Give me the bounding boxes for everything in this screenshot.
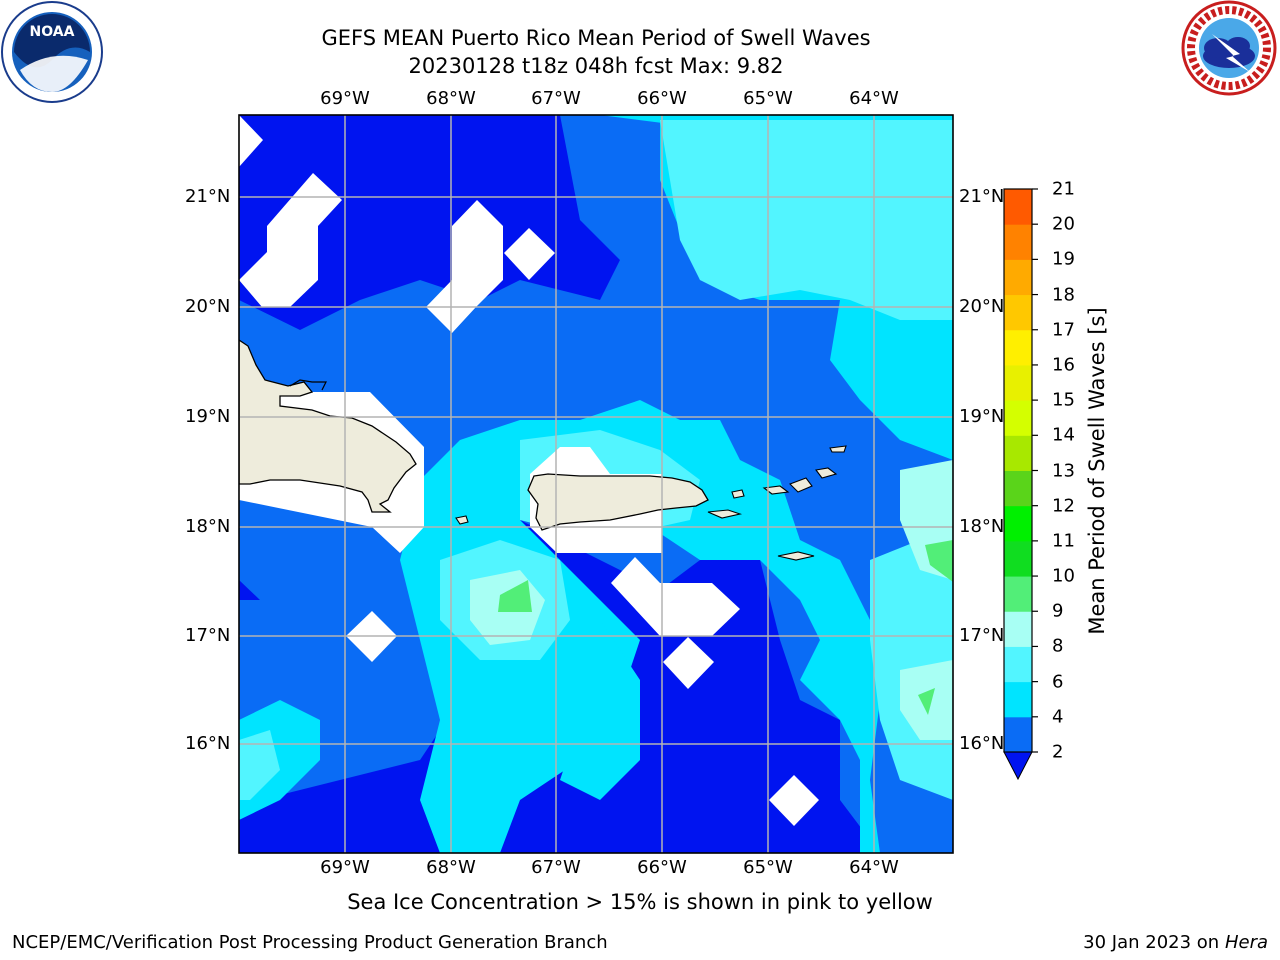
colorbar-tick-label: 10 [1052,565,1075,587]
colorbar-tick-label: 4 [1052,706,1064,728]
lon-label-bottom: 65°W [743,857,793,878]
lon-label-top: 68°W [426,88,476,109]
colorbar-tick-label: 16 [1052,354,1075,376]
lat-label-right: 16°N [959,733,1005,754]
colorbar-title: Mean Period of Swell Waves [s] [1085,307,1109,635]
sea-ice-note: Sea Ice Concentration > 15% is shown in … [347,890,933,914]
field-band-light-cyan [660,120,953,320]
colorbar-tick-label: 15 [1052,389,1075,411]
hispaniola-land [239,339,417,513]
colorbar-tick-label: 20 [1052,213,1075,235]
lat-label-left: 17°N [185,625,231,646]
colorbar-segment [1004,716,1032,753]
nws-logo [1181,0,1277,96]
lon-label-bottom: 64°W [849,857,899,878]
colorbar-segment [1004,470,1032,507]
lat-label-left: 19°N [185,406,231,427]
colorbar-segment [1004,435,1032,471]
colorbar-tick-label: 9 [1052,600,1064,622]
hispaniola-coast-n [289,379,327,391]
colorbar-tick-label: 14 [1052,424,1075,446]
colorbar-segment [1004,224,1032,260]
colorbar-segment [1004,189,1032,225]
lat-label-left: 20°N [185,296,231,317]
colorbar-tick-label: 17 [1052,319,1075,341]
colorbar-segment [1004,400,1032,436]
footer-date: 30 Jan 2023 on Hera [1083,932,1268,953]
small-islands [455,445,847,561]
puerto-rico-land [527,473,709,531]
lon-label-bottom: 67°W [531,857,581,878]
map-frame [238,114,954,854]
lon-label-top: 65°W [743,88,793,109]
lon-label-bottom: 68°W [426,857,476,878]
colorbar-tick-label: 2 [1052,741,1064,763]
lat-label-left: 18°N [185,516,231,537]
footer-date-text: 30 Jan 2023 on [1083,932,1225,953]
colorbar-segment [1004,364,1032,401]
noaa-logo-text: NOAA [30,24,75,40]
swell-period-field [239,115,953,853]
field-band-green [498,580,532,612]
colorbar-segment [1004,259,1032,296]
colorbar-segment [1004,681,1032,718]
field-band-light-cyan-5 [239,730,280,800]
field-band-blue-3 [239,600,340,730]
chart-subtitle: 20230128 t18z 048h fcst Max: 9.82 [408,54,784,78]
chart-title: GEFS MEAN Puerto Rico Mean Period of Swe… [321,26,871,50]
colorbar-under-arrow [1003,751,1033,781]
colorbar-tick-label: 6 [1052,671,1064,693]
lon-label-top: 64°W [849,88,899,109]
colorbar-tick-label: 13 [1052,460,1075,481]
colorbar-tick-label: 19 [1052,248,1075,270]
colorbar-segment [1004,646,1032,683]
lat-label-left: 21°N [185,186,231,207]
lon-label-top: 67°W [531,88,581,109]
lat-label-left: 16°N [185,733,231,754]
colorbar-tick-label: 8 [1052,635,1064,657]
field-band-cyan-4 [560,620,640,800]
colorbar-segment [1004,505,1032,542]
lon-label-top: 66°W [637,88,687,109]
footer-credit: NCEP/EMC/Verification Post Processing Pr… [12,932,608,953]
colorbar-tick-label: 21 [1052,178,1075,200]
colorbar-segment [1004,611,1032,647]
lat-label-right: 18°N [959,516,1005,537]
lat-label-right: 17°N [959,625,1005,646]
field-band-green-2 [925,540,953,582]
colorbar [1003,188,1038,781]
lat-label-right: 19°N [959,406,1005,427]
colorbar-segment [1004,294,1032,331]
lon-label-top: 69°W [320,88,370,109]
lon-label-bottom: 66°W [637,857,687,878]
graticule [239,115,953,853]
colorbar-tick-label: 18 [1052,284,1075,306]
colorbar-tick-label: 12 [1052,495,1075,517]
field-band-green-3 [918,688,935,715]
noaa-logo: NOAA [1,1,103,103]
colorbar-tick-label: 11 [1052,530,1075,552]
footer-host: Hera [1224,932,1268,953]
lat-label-right: 20°N [959,296,1005,317]
colorbar-segment [1004,540,1032,577]
colorbar-segment [1004,329,1032,366]
lat-label-right: 21°N [959,186,1005,207]
colorbar-segment [1004,576,1032,612]
lon-label-bottom: 69°W [320,857,370,878]
